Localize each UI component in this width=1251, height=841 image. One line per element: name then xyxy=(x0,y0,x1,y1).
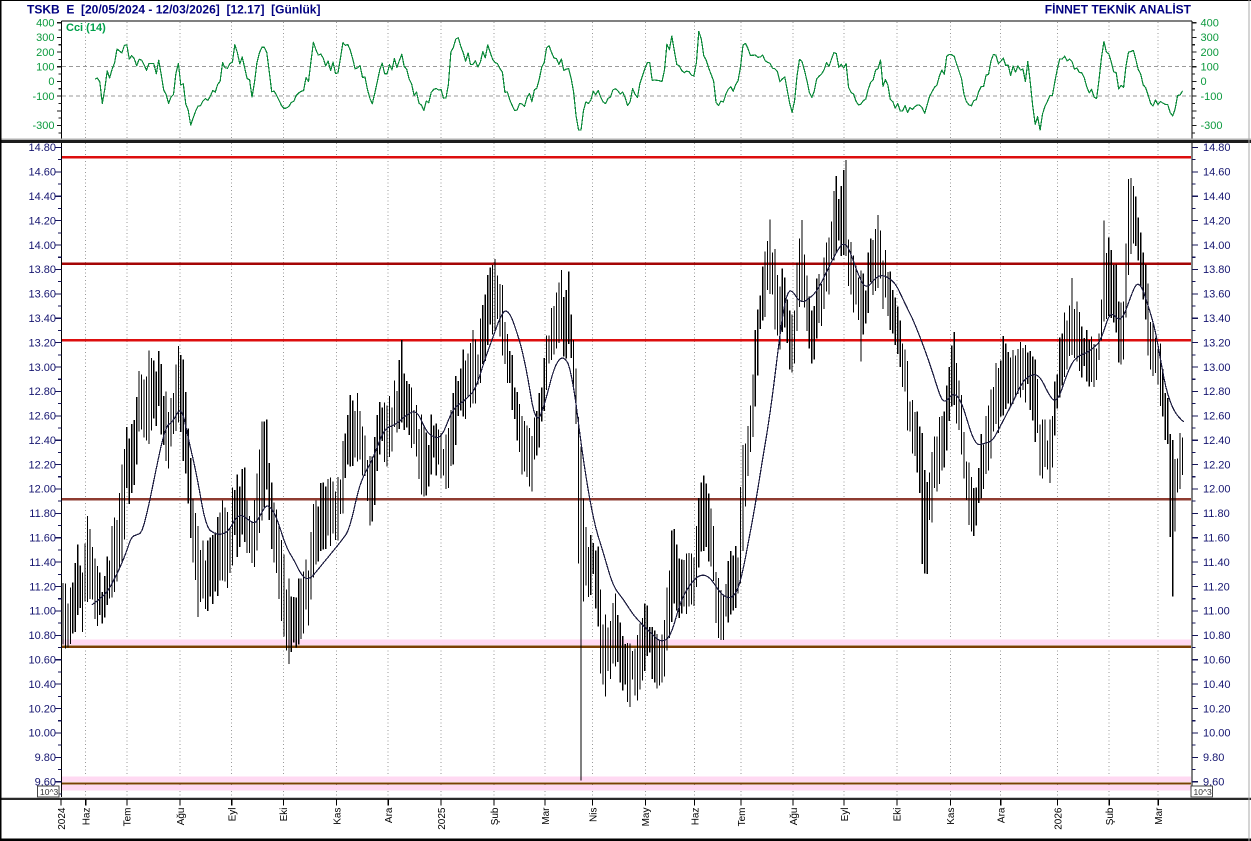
svg-text:14.60: 14.60 xyxy=(28,167,56,179)
svg-text:9.80: 9.80 xyxy=(35,752,56,764)
svg-text:300: 300 xyxy=(1201,32,1219,44)
svg-text:Tem: Tem xyxy=(737,808,748,827)
svg-text:13.60: 13.60 xyxy=(1203,289,1231,301)
svg-text:12.60: 12.60 xyxy=(28,411,56,423)
svg-text:13.20: 13.20 xyxy=(28,337,56,349)
svg-text:11.00: 11.00 xyxy=(29,606,56,618)
svg-text:14.80: 14.80 xyxy=(1203,142,1231,154)
svg-text:100: 100 xyxy=(1201,62,1219,74)
svg-text:12.80: 12.80 xyxy=(1203,386,1231,398)
svg-text:Tem: Tem xyxy=(123,808,134,827)
svg-text:14.80: 14.80 xyxy=(28,142,56,154)
svg-text:Eyl: Eyl xyxy=(840,808,851,822)
svg-text:-300: -300 xyxy=(1201,120,1223,132)
svg-text:May: May xyxy=(641,808,652,827)
svg-text:10.20: 10.20 xyxy=(28,703,56,715)
svg-text:11.80: 11.80 xyxy=(1203,508,1230,520)
svg-text:14.20: 14.20 xyxy=(28,215,56,227)
svg-text:Şub: Şub xyxy=(490,807,501,825)
svg-text:13.40: 13.40 xyxy=(28,313,56,325)
svg-text:11.00: 11.00 xyxy=(1203,606,1230,618)
svg-text:11.40: 11.40 xyxy=(1203,557,1230,569)
svg-text:Cci (14): Cci (14) xyxy=(66,22,106,34)
svg-text:10.40: 10.40 xyxy=(1203,679,1231,691)
svg-text:10.80: 10.80 xyxy=(28,630,56,642)
svg-text:12.40: 12.40 xyxy=(28,435,56,447)
svg-text:13.80: 13.80 xyxy=(28,264,56,276)
svg-text:10.00: 10.00 xyxy=(28,728,56,740)
svg-text:10.40: 10.40 xyxy=(28,679,56,691)
svg-text:13.00: 13.00 xyxy=(28,362,56,374)
svg-text:Haz: Haz xyxy=(82,808,93,826)
svg-text:11.60: 11.60 xyxy=(1203,533,1230,545)
svg-text:10.00: 10.00 xyxy=(1203,728,1231,740)
svg-text:14.00: 14.00 xyxy=(1203,240,1231,252)
svg-text:400: 400 xyxy=(36,18,54,30)
svg-text:13.00: 13.00 xyxy=(1203,362,1231,374)
svg-text:-100: -100 xyxy=(32,91,54,103)
svg-text:10.60: 10.60 xyxy=(28,655,56,667)
svg-text:13.80: 13.80 xyxy=(1203,264,1231,276)
svg-text:14.20: 14.20 xyxy=(1203,215,1231,227)
svg-text:400: 400 xyxy=(1201,18,1219,30)
svg-text:10^3: 10^3 xyxy=(40,787,58,797)
svg-text:2026: 2026 xyxy=(1053,807,1064,830)
svg-text:13.40: 13.40 xyxy=(1203,313,1231,325)
svg-text:12.00: 12.00 xyxy=(1203,484,1231,496)
svg-text:2024: 2024 xyxy=(57,807,68,830)
svg-text:11.20: 11.20 xyxy=(1203,581,1230,593)
svg-text:Ara: Ara xyxy=(997,807,1008,823)
svg-text:Ara: Ara xyxy=(384,807,395,823)
svg-text:11.60: 11.60 xyxy=(29,533,56,545)
svg-text:Kas: Kas xyxy=(946,808,957,825)
svg-text:Eki: Eki xyxy=(279,808,290,822)
svg-text:TSKB E [20/05/2024 - 12/03/2: TSKB E [20/05/2024 - 12/03/2026] [12.17]… xyxy=(27,3,320,17)
svg-text:Eyl: Eyl xyxy=(228,808,239,822)
svg-text:14.00: 14.00 xyxy=(28,240,56,252)
svg-text:Eki: Eki xyxy=(893,808,904,822)
svg-text:-100: -100 xyxy=(1201,91,1223,103)
svg-text:11.20: 11.20 xyxy=(29,581,56,593)
svg-text:9.80: 9.80 xyxy=(1203,752,1224,764)
svg-text:11.40: 11.40 xyxy=(29,557,56,569)
svg-text:200: 200 xyxy=(36,47,54,59)
svg-text:Nis: Nis xyxy=(588,808,599,822)
svg-text:10.20: 10.20 xyxy=(1203,703,1231,715)
svg-text:0: 0 xyxy=(1201,76,1207,88)
svg-text:12.20: 12.20 xyxy=(28,459,56,471)
svg-text:300: 300 xyxy=(36,32,54,44)
svg-text:200: 200 xyxy=(1201,47,1219,59)
svg-text:-300: -300 xyxy=(32,120,54,132)
svg-text:Mar: Mar xyxy=(1154,807,1165,825)
svg-text:12.40: 12.40 xyxy=(1203,435,1231,447)
svg-text:12.20: 12.20 xyxy=(1203,459,1231,471)
svg-text:Şub: Şub xyxy=(1105,807,1116,825)
svg-text:12.00: 12.00 xyxy=(28,484,56,496)
svg-text:14.40: 14.40 xyxy=(1203,191,1231,203)
svg-text:11.80: 11.80 xyxy=(29,508,56,520)
svg-text:10^3: 10^3 xyxy=(1194,787,1212,797)
svg-text:13.20: 13.20 xyxy=(1203,337,1231,349)
svg-text:Mar: Mar xyxy=(541,807,552,825)
svg-text:10.60: 10.60 xyxy=(1203,655,1231,667)
svg-text:Ağu: Ağu xyxy=(789,808,800,826)
svg-text:100: 100 xyxy=(36,62,54,74)
svg-text:Ağu: Ağu xyxy=(176,808,187,826)
svg-text:0: 0 xyxy=(48,76,54,88)
svg-text:2025: 2025 xyxy=(437,807,448,830)
svg-text:FİNNET TEKNİK ANALİST: FİNNET TEKNİK ANALİST xyxy=(1045,2,1192,17)
svg-text:14.60: 14.60 xyxy=(1203,167,1231,179)
svg-text:13.60: 13.60 xyxy=(28,289,56,301)
svg-text:12.80: 12.80 xyxy=(28,386,56,398)
svg-text:Kas: Kas xyxy=(332,808,343,825)
svg-text:10.80: 10.80 xyxy=(1203,630,1231,642)
svg-text:Haz: Haz xyxy=(690,808,701,826)
svg-text:12.60: 12.60 xyxy=(1203,411,1231,423)
svg-text:14.40: 14.40 xyxy=(28,191,56,203)
